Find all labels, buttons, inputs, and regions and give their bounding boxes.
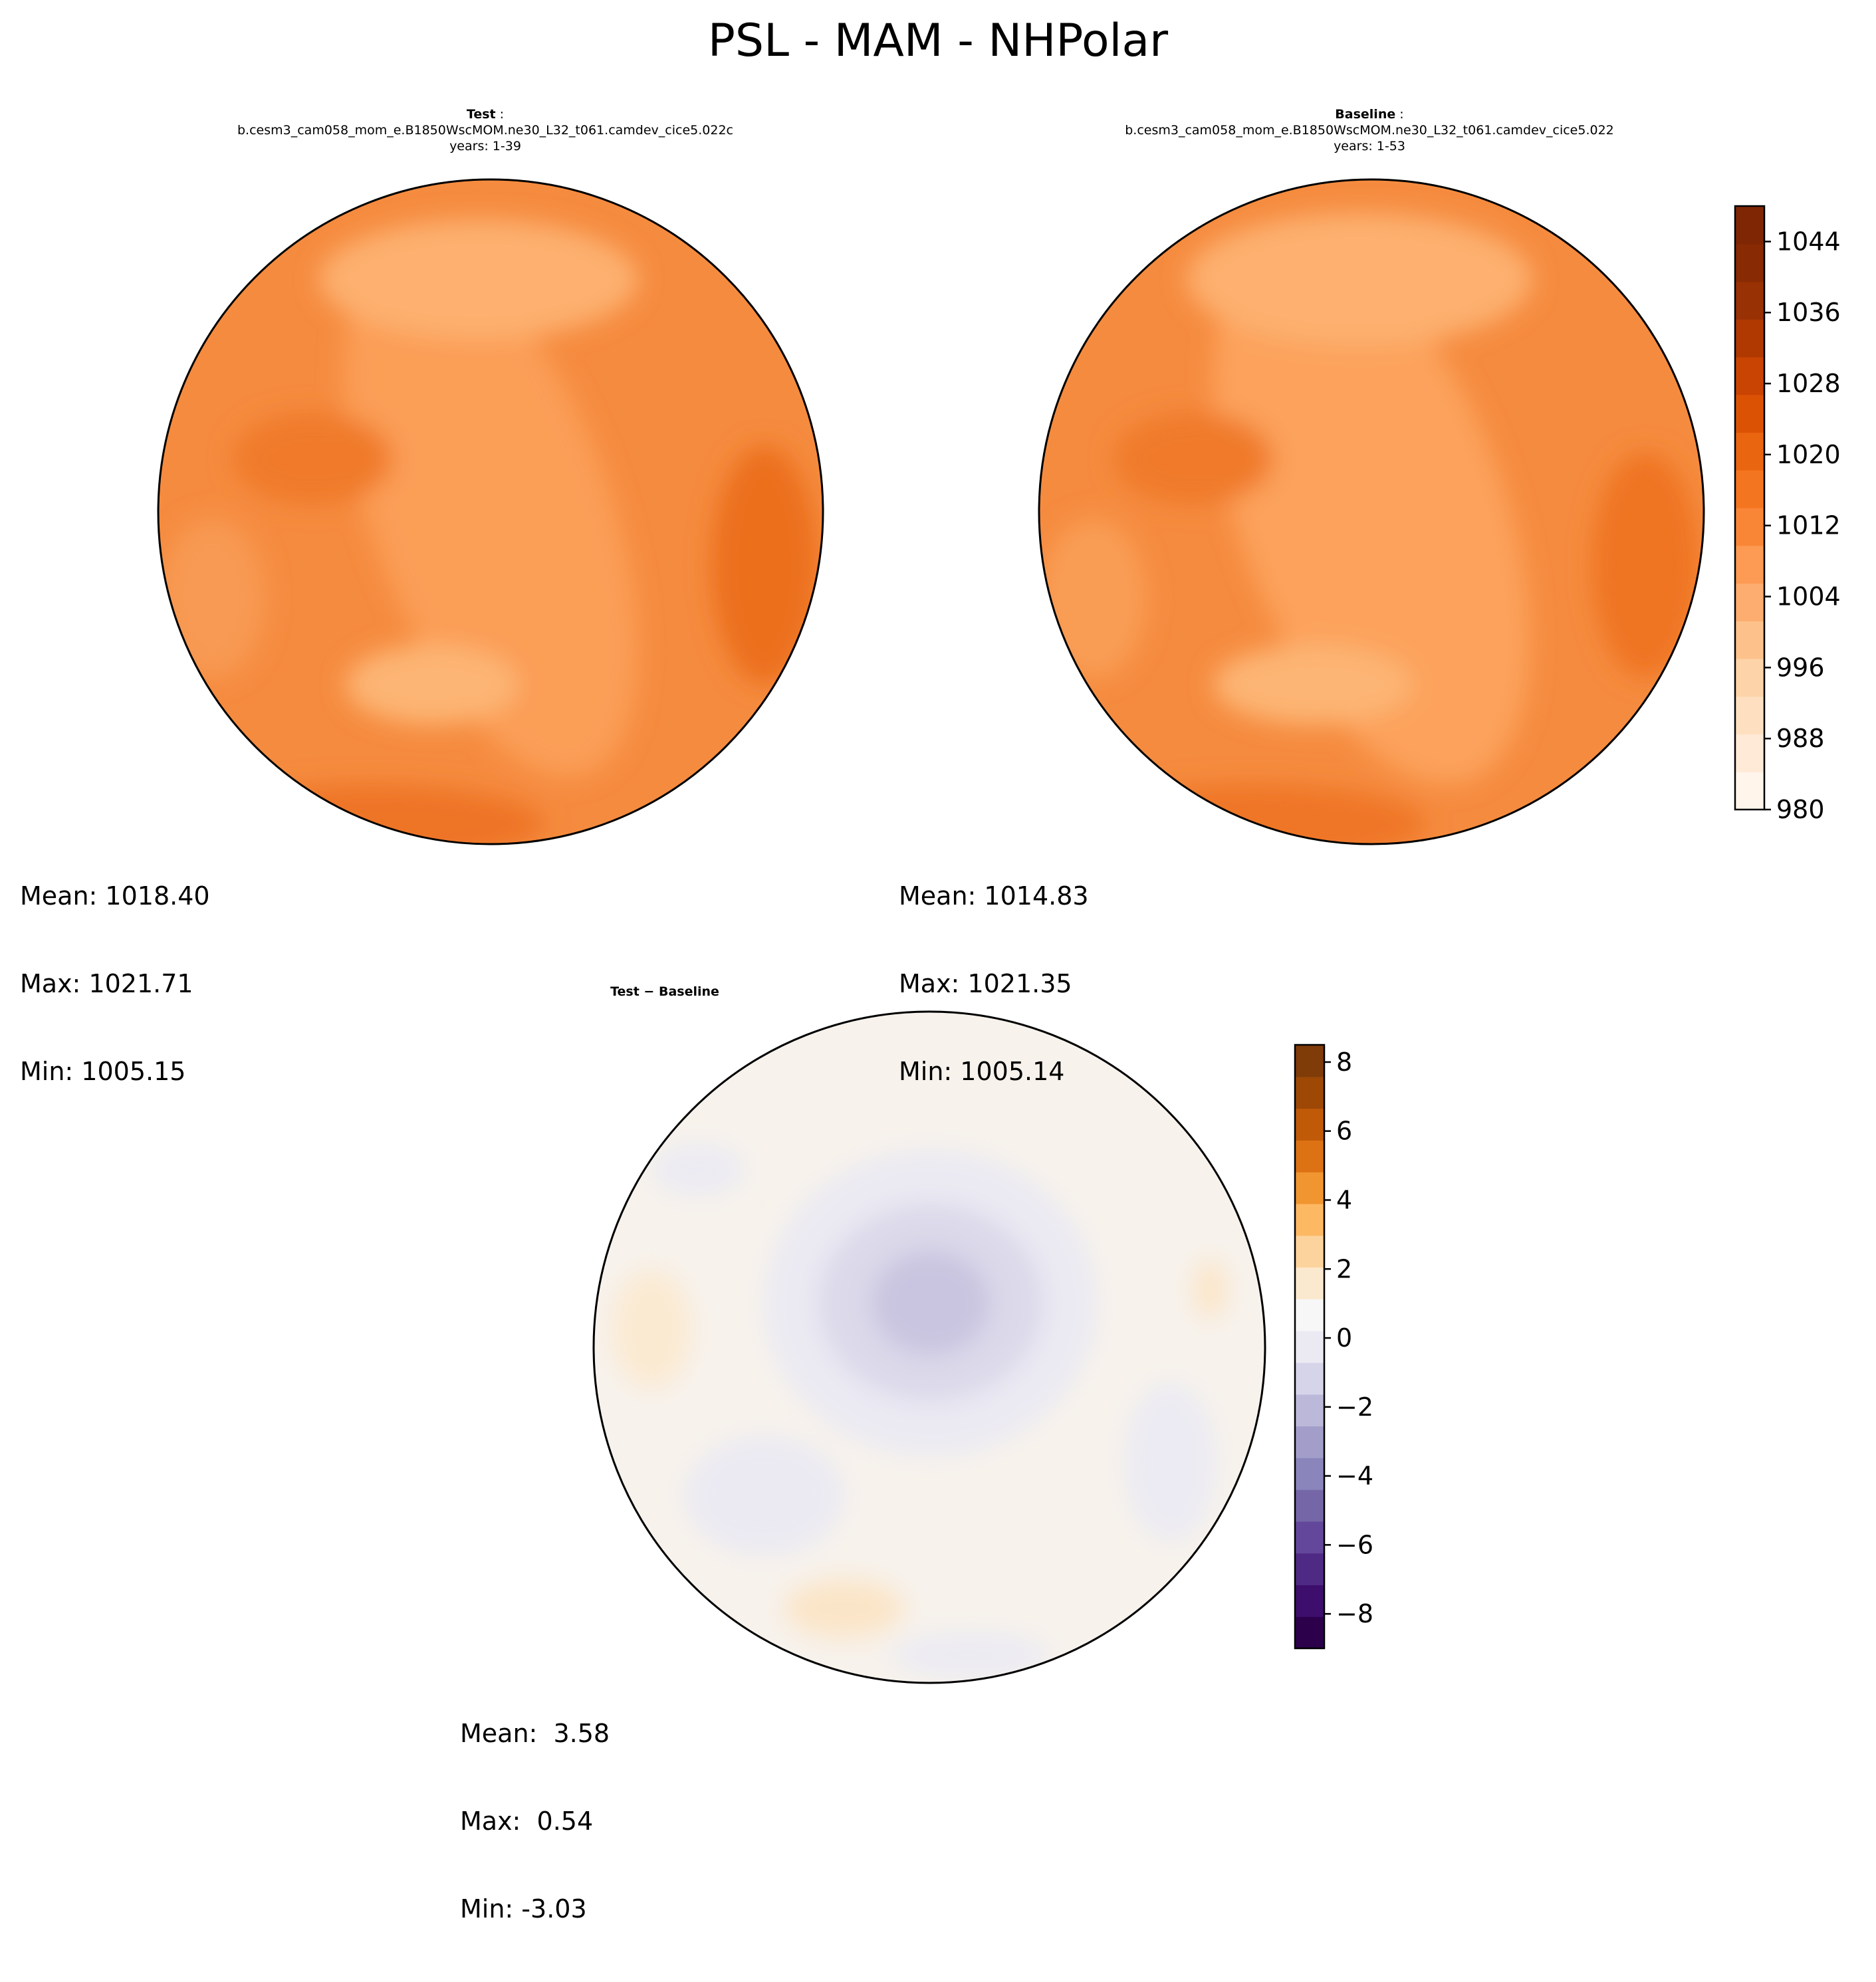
main-colorbar-segment [1735, 470, 1764, 508]
diff-colorbar-segment [1295, 1299, 1324, 1331]
diff-colorbar-tick-label: 4 [1336, 1185, 1352, 1214]
main-colorbar-tick-label: 1004 [1776, 582, 1841, 611]
main-colorbar-segment [1735, 243, 1764, 282]
main-colorbar-segment [1735, 583, 1764, 621]
test-stats: Mean: 1018.40 Max: 1021.71 Min: 1005.15 [20, 823, 210, 1145]
main-colorbar-tick-label: 1044 [1776, 227, 1841, 256]
diff-colorbar-tick-label: −4 [1336, 1462, 1373, 1491]
colorbar-main: 980 988 996 1004 1012 1020 1028 1036 1044 [1734, 205, 1841, 824]
baseline-mean: Mean: 1014.83 [899, 881, 1089, 911]
main-colorbar-tick-label: 1028 [1776, 369, 1841, 398]
diff-colorbar-segment [1295, 1362, 1324, 1395]
figure: PSL - MAM - NHPolar Test : b.cesm3_cam05… [20, 15, 1841, 1924]
diff-colorbar-segment [1295, 1203, 1324, 1236]
colorbar-diff: −8 −6 −4 −2 0 2 4 6 8 [1294, 1044, 1373, 1650]
diff-colorbar-segment [1295, 1235, 1324, 1268]
diff-colorbar-frame [1294, 1044, 1326, 1650]
baseline-years: years: 1-53 [1334, 139, 1405, 154]
test-map [157, 178, 824, 845]
diff-colorbar-segment [1295, 1426, 1324, 1458]
diff-colorbar-segment [1295, 1045, 1324, 1077]
diff-colorbar-segment [1295, 1553, 1324, 1586]
diff-label: Test − Baseline [610, 984, 719, 999]
diff-colorbar-tick-label: 8 [1336, 1047, 1352, 1077]
diff-colorbar-segment [1295, 1140, 1324, 1172]
diff-colorbar-segment [1295, 1489, 1324, 1522]
diff-colorbar-segment [1295, 1394, 1324, 1427]
main-colorbar-segment [1735, 357, 1764, 395]
baseline-label: Baseline [1335, 107, 1396, 122]
test-max: Max: 1021.71 [20, 969, 193, 998]
test-years: years: 1-39 [449, 139, 521, 154]
main-colorbar-tick-label: 980 [1776, 795, 1825, 824]
diff-colorbar-tick-label: 6 [1336, 1117, 1352, 1146]
diff-colorbar-tick-label: −8 [1336, 1599, 1373, 1628]
main-colorbar-segment [1735, 772, 1764, 810]
baseline-max: Max: 1021.35 [899, 969, 1072, 998]
main-colorbar-frame [1734, 205, 1766, 811]
diff-panel-title: Test − Baseline [532, 984, 798, 1000]
main-colorbar-segment [1735, 696, 1764, 735]
diff-colorbar-segment [1295, 1458, 1324, 1490]
main-colorbar-segment [1735, 206, 1764, 245]
test-label: Test [466, 107, 496, 122]
main-colorbar-tick-label: 996 [1776, 653, 1825, 682]
main-colorbar-tick-label: 1020 [1776, 440, 1841, 469]
diff-stats: Mean: 3.58 Max: 0.54 Min: -3.03 [460, 1660, 610, 1982]
main-colorbar-segment [1735, 319, 1764, 358]
main-colorbar-tick-label: 988 [1776, 724, 1825, 753]
main-colorbar-segment [1735, 432, 1764, 471]
main-colorbar-segment [1735, 508, 1764, 546]
diff-colorbar-segment [1295, 1108, 1324, 1141]
maps-canvas: 980 988 996 1004 1012 1020 1028 1036 1044 −8 −6 −4… [157, 178, 1841, 1684]
diff-colorbar-segment [1295, 1521, 1324, 1554]
diff-colorbar-segment [1295, 1267, 1324, 1299]
main-colorbar-segment [1735, 545, 1764, 584]
main-colorbar-tick-label: 1012 [1776, 511, 1841, 540]
diff-colorbar-tick-label: 2 [1336, 1254, 1352, 1283]
main-colorbar-tick-label: 1036 [1776, 298, 1841, 327]
baseline-map [1038, 178, 1705, 845]
main-colorbar-segment [1735, 394, 1764, 433]
diff-colorbar-segment [1295, 1616, 1324, 1649]
baseline-min: Min: 1005.14 [899, 1057, 1065, 1086]
diff-colorbar-segment [1295, 1331, 1324, 1363]
diff-mean: Mean: 3.58 [460, 1719, 610, 1748]
baseline-case-name: b.cesm3_cam058_mom_e.B1850WscMOM.ne30_L3… [1125, 123, 1614, 138]
diff-map [592, 1010, 1266, 1684]
diff-max: Max: 0.54 [460, 1807, 594, 1836]
diff-colorbar-segment [1295, 1585, 1324, 1617]
figure-title: PSL - MAM - NHPolar [707, 15, 1169, 67]
diff-colorbar-tick-label: −2 [1336, 1392, 1373, 1422]
diff-colorbar-segment [1295, 1076, 1324, 1109]
diff-colorbar-tick-label: −6 [1336, 1530, 1373, 1559]
diff-colorbar-tick-label: 0 [1336, 1323, 1352, 1353]
test-case-name: b.cesm3_cam058_mom_e.B1850WscMOM.ne30_L3… [237, 123, 733, 138]
baseline-panel-title: Baseline : b.cesm3_cam058_mom_e.B1850Wsc… [1017, 106, 1722, 154]
diff-colorbar-segment [1295, 1172, 1324, 1204]
test-mean: Mean: 1018.40 [20, 881, 210, 911]
diff-min: Min: -3.03 [460, 1894, 587, 1924]
main-colorbar-segment [1735, 734, 1764, 772]
test-panel-title: Test : b.cesm3_cam058_mom_e.B1850WscMOM.… [133, 106, 838, 154]
main-colorbar-segment [1735, 281, 1764, 320]
main-colorbar-segment [1735, 659, 1764, 697]
main-colorbar-segment [1735, 621, 1764, 659]
test-min: Min: 1005.15 [20, 1057, 186, 1086]
baseline-stats: Mean: 1014.83 Max: 1021.35 Min: 1005.14 [899, 823, 1089, 1145]
